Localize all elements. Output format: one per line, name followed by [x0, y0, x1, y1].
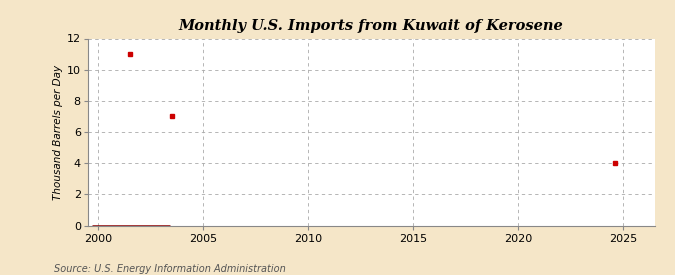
Title: Monthly U.S. Imports from Kuwait of Kerosene: Monthly U.S. Imports from Kuwait of Kero…	[179, 19, 564, 33]
Text: Source: U.S. Energy Information Administration: Source: U.S. Energy Information Administ…	[54, 264, 286, 274]
Y-axis label: Thousand Barrels per Day: Thousand Barrels per Day	[53, 64, 63, 200]
